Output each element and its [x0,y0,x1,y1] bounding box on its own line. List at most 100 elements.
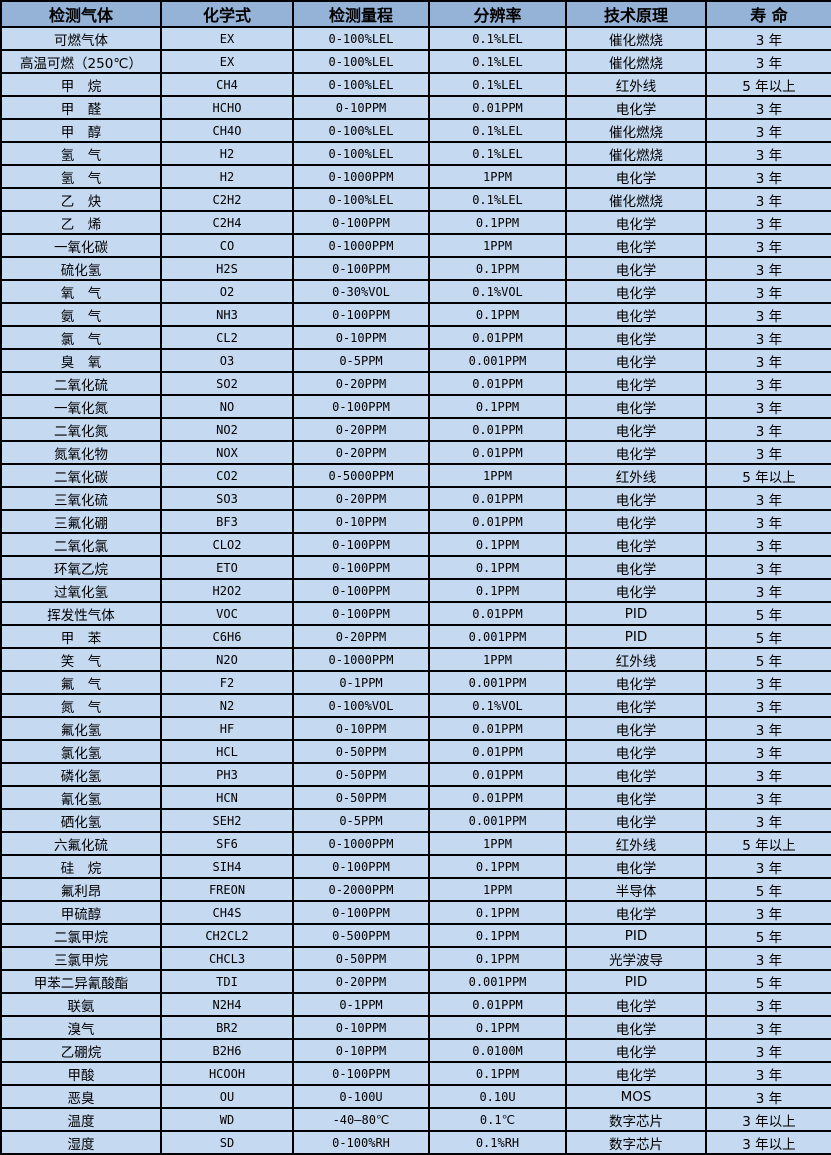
cell-resolution: 0.1%RH [428,1130,567,1155]
cell-resolution: 0.01PPM [428,762,567,787]
cell-range: 0-100%LEL [292,141,430,166]
cell-principle: 电化学 [565,555,707,580]
cell-principle: 电化学 [565,670,707,695]
cell-gas: 氯 气 [0,325,162,350]
table-row: 二氯甲烷 CH2CL2 0-500PPM 0.1PPM PID 5 年 [0,923,831,948]
column-header-gas: 检测气体 [0,0,162,28]
cell-resolution: 0.1%VOL [428,693,567,718]
cell-range: 0-5PPM [292,348,430,373]
cell-range: 0-100PPM [292,210,430,235]
cell-principle: 电化学 [565,440,707,465]
cell-lifespan: 3 年 [705,555,831,580]
cell-resolution: 0.001PPM [428,670,567,695]
table-row: 甲 醛 HCHO 0-10PPM 0.01PPM 电化学 3 年 [0,95,831,120]
table-row: 乙 烯 C2H4 0-100PPM 0.1PPM 电化学 3 年 [0,210,831,235]
cell-formula: N2H4 [160,992,294,1017]
cell-resolution: 1PPM [428,164,567,189]
cell-lifespan: 3 年 [705,716,831,741]
cell-formula: SD [160,1130,294,1155]
table-row: 过氧化氢 H2O2 0-100PPM 0.1PPM 电化学 3 年 [0,578,831,603]
cell-formula: SEH2 [160,808,294,833]
cell-range: 0-100PPM [292,578,430,603]
table-row: 二氧化氮 NO2 0-20PPM 0.01PPM 电化学 3 年 [0,417,831,442]
cell-principle: 催化燃烧 [565,141,707,166]
cell-formula: NH3 [160,302,294,327]
cell-resolution: 0.1%LEL [428,141,567,166]
cell-resolution: 0.1PPM [428,394,567,419]
cell-lifespan: 5 年 [705,969,831,994]
cell-lifespan: 3 年 [705,394,831,419]
cell-resolution: 0.1%LEL [428,187,567,212]
cell-lifespan: 5 年以上 [705,72,831,97]
cell-gas: 硅 烷 [0,854,162,879]
table-row: 二氧化硫 SO2 0-20PPM 0.01PPM 电化学 3 年 [0,371,831,396]
table-row: 联氨 N2H4 0-1PPM 0.01PPM 电化学 3 年 [0,992,831,1017]
cell-formula: FREON [160,877,294,902]
cell-formula: HCOOH [160,1061,294,1086]
cell-principle: 半导体 [565,877,707,902]
cell-resolution: 0.1%LEL [428,26,567,51]
cell-gas: 甲硫醇 [0,900,162,925]
cell-gas: 湿度 [0,1130,162,1155]
cell-range: 0-20PPM [292,417,430,442]
table-row: 一氧化氮 NO 0-100PPM 0.1PPM 电化学 3 年 [0,394,831,419]
cell-range: 0-5PPM [292,808,430,833]
cell-resolution: 0.1PPM [428,900,567,925]
table-row: 氢 气 H2 0-1000PPM 1PPM 电化学 3 年 [0,164,831,189]
cell-gas: 氟 气 [0,670,162,695]
cell-lifespan: 3 年 [705,187,831,212]
cell-formula: N2 [160,693,294,718]
cell-lifespan: 3 年 [705,210,831,235]
cell-resolution: 0.01PPM [428,95,567,120]
cell-range: 0-100%LEL [292,26,430,51]
cell-range: 0-20PPM [292,969,430,994]
cell-range: 0-100PPM [292,854,430,879]
cell-gas: 氧 气 [0,279,162,304]
cell-range: 0-1000PPM [292,647,430,672]
table-row: 氮 气 N2 0-100%VOL 0.1%VOL 电化学 3 年 [0,693,831,718]
cell-lifespan: 5 年以上 [705,831,831,856]
table-header-row: 检测气体 化学式 检测量程 分辨率 技术原理 寿 命 [0,0,831,28]
cell-principle: 催化燃烧 [565,118,707,143]
cell-lifespan: 5 年以上 [705,463,831,488]
cell-gas: 溴气 [0,1015,162,1040]
table-row: 硒化氢 SEH2 0-5PPM 0.001PPM 电化学 3 年 [0,808,831,833]
table-row: 恶臭 OU 0-100U 0.10U MOS 3 年 [0,1084,831,1109]
cell-gas: 二氧化碳 [0,463,162,488]
cell-resolution: 0.01PPM [428,509,567,534]
cell-gas: 乙 烯 [0,210,162,235]
cell-range: 0-100U [292,1084,430,1109]
cell-principle: 电化学 [565,302,707,327]
column-header-lifespan: 寿 命 [705,0,831,28]
cell-formula: VOC [160,601,294,626]
cell-formula: H2S [160,256,294,281]
cell-principle: PID [565,923,707,948]
cell-lifespan: 3 年 [705,95,831,120]
table-row: 六氟化硫 SF6 0-1000PPM 1PPM 红外线 5 年以上 [0,831,831,856]
cell-gas: 氮 气 [0,693,162,718]
table-row: 温度 WD -40—80℃ 0.1℃ 数字芯片 3 年以上 [0,1107,831,1132]
cell-resolution: 0.0100M [428,1038,567,1063]
cell-formula: HCHO [160,95,294,120]
cell-formula: SO2 [160,371,294,396]
cell-formula: CH4 [160,72,294,97]
table-row: 甲硫醇 CH4S 0-100PPM 0.1PPM 电化学 3 年 [0,900,831,925]
cell-principle: 催化燃烧 [565,26,707,51]
cell-formula: H2 [160,164,294,189]
cell-lifespan: 3 年 [705,118,831,143]
cell-formula: NO [160,394,294,419]
cell-principle: MOS [565,1084,707,1109]
cell-principle: 电化学 [565,509,707,534]
cell-range: 0-100PPM [292,555,430,580]
cell-resolution: 0.01PPM [428,992,567,1017]
cell-principle: 催化燃烧 [565,49,707,74]
cell-lifespan: 3 年 [705,325,831,350]
cell-gas: 二氧化氮 [0,417,162,442]
table-row: 臭 氧 O3 0-5PPM 0.001PPM 电化学 3 年 [0,348,831,373]
cell-lifespan: 3 年 [705,440,831,465]
cell-principle: 电化学 [565,532,707,557]
table-row: 氰化氢 HCN 0-50PPM 0.01PPM 电化学 3 年 [0,785,831,810]
table-row: 氮氧化物 NOX 0-20PPM 0.01PPM 电化学 3 年 [0,440,831,465]
cell-principle: 电化学 [565,417,707,442]
cell-resolution: 0.001PPM [428,808,567,833]
